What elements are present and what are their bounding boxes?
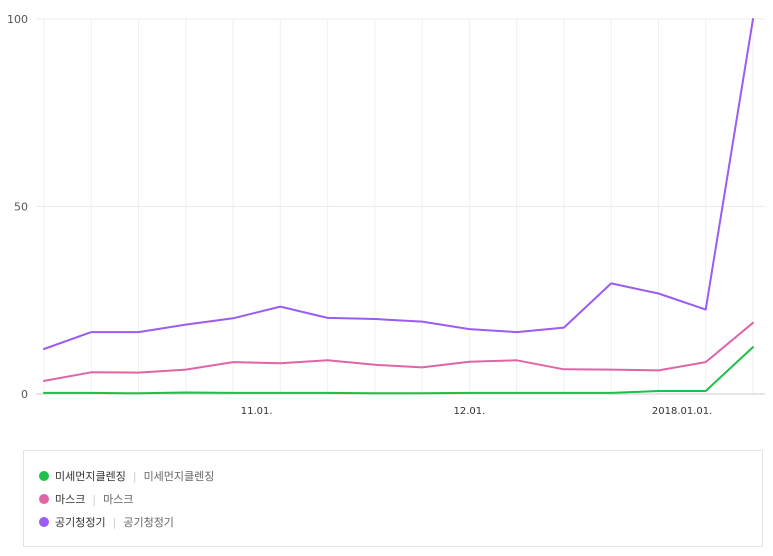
legend-sublabel: 공기청정기 bbox=[123, 516, 174, 529]
x-tick-label: 2018.01.01. bbox=[652, 406, 712, 417]
legend: 미세먼지클렌징 | 미세먼지클렌징 마스크 | 마스크 공기청정기 | 공기청정… bbox=[23, 450, 763, 547]
legend-sublabel: 미세먼지클렌징 bbox=[143, 470, 215, 483]
series-color-dot bbox=[39, 517, 49, 527]
series-color-dot bbox=[39, 494, 49, 504]
x-tick-label: 11.01. bbox=[241, 406, 273, 417]
legend-label: 미세먼지클렌징 bbox=[55, 470, 126, 483]
series-line-3[interactable] bbox=[43, 18, 754, 350]
legend-item-1[interactable]: 미세먼지클렌징 | 미세먼지클렌징 bbox=[39, 467, 214, 485]
y-tick-label: 0 bbox=[21, 388, 28, 401]
y-tick-label: 100 bbox=[7, 13, 28, 26]
legend-separator: | bbox=[132, 469, 137, 483]
y-axis: 0 50 100 bbox=[7, 13, 28, 401]
legend-separator: | bbox=[112, 515, 117, 529]
series-line-1[interactable] bbox=[43, 346, 754, 395]
legend-label: 공기청정기 bbox=[55, 516, 106, 529]
line-chart: 0 50 100 11.01. 12.01. 2018.01.01. bbox=[7, 13, 765, 417]
series-line-2[interactable] bbox=[43, 321, 754, 382]
legend-separator: | bbox=[92, 492, 97, 506]
legend-sublabel: 마스크 bbox=[103, 493, 134, 506]
y-tick-label: 50 bbox=[14, 201, 28, 214]
legend-label: 마스크 bbox=[55, 493, 86, 506]
x-tick-label: 12.01. bbox=[453, 406, 485, 417]
series-group bbox=[43, 18, 754, 395]
series-color-dot bbox=[39, 471, 49, 481]
legend-item-3[interactable]: 공기청정기 | 공기청정기 bbox=[39, 513, 174, 531]
grid bbox=[36, 18, 765, 395]
x-axis: 11.01. 12.01. 2018.01.01. bbox=[241, 406, 713, 417]
legend-item-2[interactable]: 마스크 | 마스크 bbox=[39, 490, 133, 508]
